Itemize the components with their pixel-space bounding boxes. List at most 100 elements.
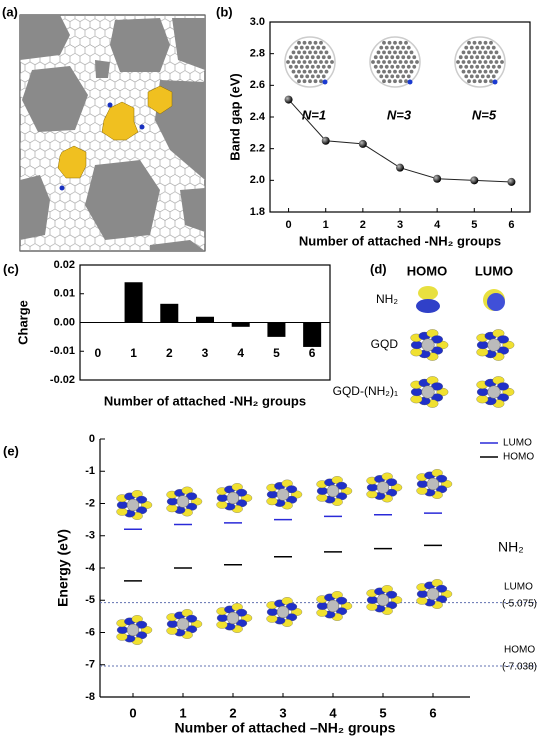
orbital-core <box>227 612 239 624</box>
y-tick-label: -0.02 <box>50 374 75 386</box>
orbital-core <box>377 594 389 606</box>
y-tick-label: 0.01 <box>54 288 75 300</box>
atom <box>289 55 293 59</box>
atom <box>495 51 499 55</box>
orbital-lobe <box>267 615 278 622</box>
atom <box>382 60 386 64</box>
panel-label: (b) <box>216 4 233 19</box>
atom <box>497 65 501 69</box>
atom <box>478 79 482 83</box>
lattice-image <box>20 15 205 251</box>
atom <box>308 41 312 45</box>
atom <box>289 65 293 69</box>
x-tick-label: 5 <box>471 219 477 231</box>
orbital-core <box>427 478 439 490</box>
orbital-image <box>117 615 152 644</box>
atom <box>322 75 326 79</box>
orbital-lobe <box>367 491 378 498</box>
atom <box>401 65 405 69</box>
atom <box>399 51 403 55</box>
row-label: GQD-(NH₂)₁ <box>333 384 398 398</box>
y-tick-label: 2.8 <box>250 48 265 60</box>
atom <box>303 79 307 83</box>
x-tick-label: 4 <box>237 346 244 360</box>
y-tick-label: 0.02 <box>54 259 75 271</box>
atom <box>297 60 301 64</box>
atom <box>292 51 296 55</box>
orbital-lobe <box>117 501 128 508</box>
x-tick-label: 1 <box>130 346 137 360</box>
atom <box>316 65 320 69</box>
atom <box>486 65 490 69</box>
atom <box>401 55 405 59</box>
atom <box>322 46 326 50</box>
x-tick-label: 2 <box>166 346 173 360</box>
atom <box>382 51 386 55</box>
x-tick-label: 2 <box>360 219 366 231</box>
n-atom <box>408 80 413 85</box>
orbital-core <box>327 600 339 612</box>
atom <box>292 60 296 64</box>
atom <box>410 70 414 74</box>
atom <box>327 65 331 69</box>
atom <box>388 51 392 55</box>
atom <box>495 60 499 64</box>
molecule-image <box>285 37 335 87</box>
atom <box>311 55 315 59</box>
atom <box>294 55 298 59</box>
atom <box>371 60 375 64</box>
atom <box>388 60 392 64</box>
atom <box>379 55 383 59</box>
atom <box>390 46 394 50</box>
atom <box>404 41 408 45</box>
x-tick-label: 0 <box>95 346 102 360</box>
orbital-core <box>177 496 189 508</box>
atom <box>388 41 392 45</box>
orbital-lobe <box>477 395 489 403</box>
orbital-lobe <box>167 505 178 512</box>
orbital-image <box>267 597 302 626</box>
y-tick-label: -6 <box>85 626 95 638</box>
figure: (a) (d) HOMO LUMO NH₂ GQD GQD-(NH₂)₁ (b)… <box>0 0 543 736</box>
atom <box>459 65 463 69</box>
orbital-image <box>317 476 352 505</box>
bar <box>267 323 285 337</box>
reference-value: (-5.075) <box>502 598 537 609</box>
atom <box>486 55 490 59</box>
orbital-core <box>377 482 389 494</box>
atom <box>319 41 323 45</box>
orbital-core <box>422 339 435 352</box>
atom <box>464 55 468 59</box>
annotation: NH₂ <box>498 539 524 555</box>
atom <box>396 75 400 79</box>
atom <box>308 70 312 74</box>
atom <box>319 70 323 74</box>
x-tick-label: 5 <box>273 346 280 360</box>
atom <box>393 60 397 64</box>
atom <box>311 46 315 50</box>
atom <box>401 46 405 50</box>
atom <box>303 41 307 45</box>
orbital-lobe <box>477 348 489 356</box>
orbital-core <box>422 386 435 399</box>
orbital-lobe <box>411 341 423 349</box>
atom <box>314 70 318 74</box>
atom <box>300 55 304 59</box>
data-point <box>285 96 293 104</box>
orbital-image <box>367 473 402 502</box>
legend-label: LUMO <box>503 438 532 449</box>
atom <box>393 79 397 83</box>
n-atom <box>323 80 328 85</box>
atom <box>316 46 320 50</box>
atom <box>492 46 496 50</box>
atom <box>303 51 307 55</box>
atom <box>473 79 477 83</box>
atom <box>486 75 490 79</box>
x-axis-label: Number of attached –NH₂ groups <box>175 720 396 736</box>
atom <box>481 55 485 59</box>
atom <box>407 55 411 59</box>
atom <box>467 79 471 83</box>
orbital-lobe <box>367 596 378 603</box>
orbital-lobe <box>117 626 128 633</box>
reference-label: HOMO <box>504 645 535 656</box>
